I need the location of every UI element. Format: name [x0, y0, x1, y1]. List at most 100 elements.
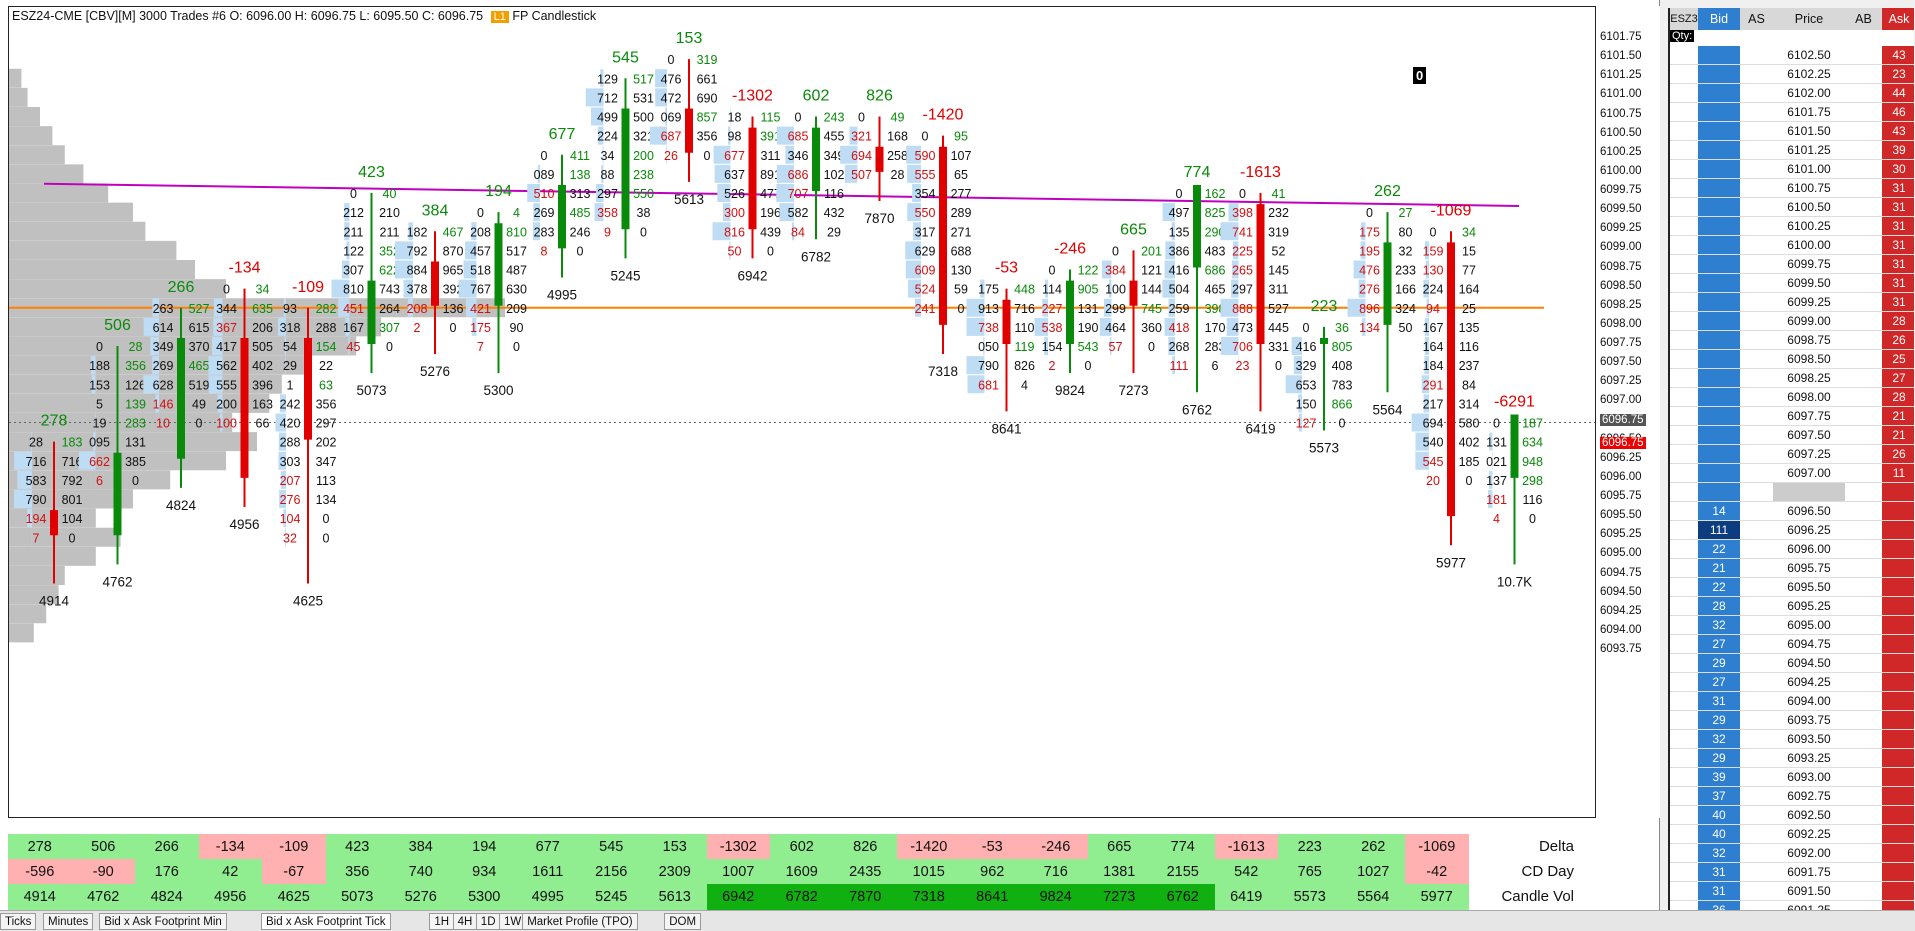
- dom-row[interactable]: 6097.00 11: [1670, 464, 1914, 483]
- dom-row[interactable]: 6102.00 44: [1670, 84, 1914, 103]
- dom-ask-cell[interactable]: 21: [1882, 426, 1914, 445]
- dom-bid-cell[interactable]: 31: [1698, 692, 1740, 711]
- tab-1d[interactable]: 1D: [475, 913, 501, 930]
- tab-bid-x-ask-footprint-min[interactable]: Bid x Ask Footprint Min: [99, 913, 227, 930]
- dom-bid-cell[interactable]: [1698, 407, 1740, 426]
- dom-bid-cell[interactable]: 32: [1698, 844, 1740, 863]
- dom-ask-cell[interactable]: [1882, 749, 1914, 768]
- price-axis[interactable]: 6101.75 6101.50 6101.25 6101.00 6100.75 6100.…: [1597, 6, 1660, 818]
- dom-bid-cell[interactable]: 29: [1698, 711, 1740, 730]
- dom-bid-cell[interactable]: 21: [1698, 559, 1740, 578]
- dom-ask-cell[interactable]: 25: [1882, 350, 1914, 369]
- dom-row[interactable]: 31 6094.00: [1670, 692, 1914, 711]
- dom-row[interactable]: 32 6093.50: [1670, 730, 1914, 749]
- dom-bid-cell[interactable]: 39: [1698, 768, 1740, 787]
- dom-row[interactable]: 6097.25 26: [1670, 445, 1914, 464]
- dom-bid-cell[interactable]: 40: [1698, 806, 1740, 825]
- dom-header-ab[interactable]: AB: [1855, 12, 1872, 26]
- dom-ask-cell[interactable]: [1882, 483, 1914, 502]
- dom-ask-cell[interactable]: 46: [1882, 103, 1914, 122]
- dom-ask-cell[interactable]: 31: [1882, 198, 1914, 217]
- tab-market-profile-tpo-[interactable]: Market Profile (TPO): [522, 913, 638, 930]
- dom-bid-cell[interactable]: [1698, 369, 1740, 388]
- dom-ask-cell[interactable]: [1882, 882, 1914, 901]
- dom-ask-cell[interactable]: [1882, 597, 1914, 616]
- tab-ticks[interactable]: Ticks: [0, 913, 37, 930]
- dom-bid-cell[interactable]: 36: [1698, 901, 1740, 910]
- tab-1h[interactable]: 1H: [429, 913, 455, 930]
- dom-ask-cell[interactable]: [1882, 654, 1914, 673]
- dom-bid-cell[interactable]: 31: [1698, 882, 1740, 901]
- dom-row[interactable]: 6099.00 28: [1670, 312, 1914, 331]
- dom-row[interactable]: 6099.75 31: [1670, 255, 1914, 274]
- dom-bid-cell[interactable]: 31: [1698, 863, 1740, 882]
- dom-ask-cell[interactable]: 27: [1882, 369, 1914, 388]
- dom-header-price[interactable]: Price: [1794, 12, 1824, 26]
- tab-dom[interactable]: DOM: [664, 913, 702, 930]
- dom-bid-cell[interactable]: [1698, 46, 1740, 65]
- dom-ask-cell[interactable]: [1882, 578, 1914, 597]
- dom-row[interactable]: 29 6093.75: [1670, 711, 1914, 730]
- dom-row[interactable]: 40 6092.25: [1670, 825, 1914, 844]
- dom-bid-cell[interactable]: 28: [1698, 597, 1740, 616]
- dom-ask-cell[interactable]: [1882, 806, 1914, 825]
- dom-row[interactable]: 6101.00 30: [1670, 160, 1914, 179]
- dom-ask-cell[interactable]: [1882, 711, 1914, 730]
- dom-ask-cell[interactable]: [1882, 768, 1914, 787]
- dom-ask-cell[interactable]: [1882, 901, 1914, 910]
- dom-bid-cell[interactable]: [1698, 141, 1740, 160]
- dom-row[interactable]: 6100.00 31: [1670, 236, 1914, 255]
- dom-ask-cell[interactable]: 31: [1882, 274, 1914, 293]
- tab-minutes[interactable]: Minutes: [43, 913, 94, 930]
- dom-bid-cell[interactable]: [1698, 198, 1740, 217]
- dom-bid-cell[interactable]: [1698, 312, 1740, 331]
- dom-bid-cell[interactable]: 29: [1698, 654, 1740, 673]
- dom-row[interactable]: 6102.50 43: [1670, 46, 1914, 65]
- dom-bid-cell[interactable]: [1698, 236, 1740, 255]
- chart-window[interactable]: ESZ24-CME [CBV][M] 3000 Trades #6 O: 609…: [0, 0, 1660, 910]
- dom-row[interactable]: 29 6094.50: [1670, 654, 1914, 673]
- dom-bid-cell[interactable]: [1698, 274, 1740, 293]
- dom-ask-cell[interactable]: 39: [1882, 141, 1914, 160]
- dom-row[interactable]: 36 6091.25: [1670, 901, 1914, 910]
- dom-ask-cell[interactable]: 21: [1882, 407, 1914, 426]
- dom-row[interactable]: 6100.50 31: [1670, 198, 1914, 217]
- dom-row[interactable]: 6100.75 31: [1670, 179, 1914, 198]
- dom-ask-cell[interactable]: 11: [1882, 464, 1914, 483]
- dom-ask-cell[interactable]: 31: [1882, 217, 1914, 236]
- dom-row[interactable]: 6098.75 26: [1670, 331, 1914, 350]
- dom-header-as[interactable]: AS: [1748, 12, 1765, 26]
- dom-row[interactable]: 29 6093.25: [1670, 749, 1914, 768]
- dom-bid-cell[interactable]: [1698, 426, 1740, 445]
- dom-ask-cell[interactable]: [1882, 502, 1914, 521]
- dom-ask-cell[interactable]: 30: [1882, 160, 1914, 179]
- dom-bid-cell[interactable]: [1698, 388, 1740, 407]
- dom-ask-cell[interactable]: [1882, 540, 1914, 559]
- dom-row[interactable]: 22 6095.50: [1670, 578, 1914, 597]
- dom-ask-cell[interactable]: 31: [1882, 236, 1914, 255]
- dom-ask-cell[interactable]: [1882, 521, 1914, 540]
- dom-ask-cell[interactable]: 28: [1882, 312, 1914, 331]
- dom-bid-cell[interactable]: 22: [1698, 578, 1740, 597]
- dom-bid-cell[interactable]: 29: [1698, 749, 1740, 768]
- dom-bid-cell[interactable]: 27: [1698, 673, 1740, 692]
- dom-bid-cell[interactable]: 111: [1698, 521, 1740, 540]
- dom-ask-cell[interactable]: 44: [1882, 84, 1914, 103]
- dom-bid-cell[interactable]: [1698, 293, 1740, 312]
- dom-ask-cell[interactable]: 43: [1882, 46, 1914, 65]
- dom-ask-cell[interactable]: [1882, 692, 1914, 711]
- dom-bid-cell[interactable]: [1698, 255, 1740, 274]
- dom-bid-cell[interactable]: [1698, 464, 1740, 483]
- dom-ask-cell[interactable]: [1882, 863, 1914, 882]
- tab-bid-x-ask-footprint-tick[interactable]: Bid x Ask Footprint Tick: [261, 913, 391, 930]
- dom-bid-cell[interactable]: 32: [1698, 730, 1740, 749]
- dom-row[interactable]: 37 6092.75: [1670, 787, 1914, 806]
- dom-bid-cell[interactable]: [1698, 122, 1740, 141]
- dom-bid-cell[interactable]: [1698, 84, 1740, 103]
- dom-ask-cell[interactable]: 31: [1882, 179, 1914, 198]
- dom-bid-cell[interactable]: [1698, 483, 1740, 502]
- dom-ask-cell[interactable]: 31: [1882, 255, 1914, 274]
- dom-row[interactable]: 32 6095.00: [1670, 616, 1914, 635]
- dom-row[interactable]: 6099.25 31: [1670, 293, 1914, 312]
- dom-row[interactable]: 6098.00 28: [1670, 388, 1914, 407]
